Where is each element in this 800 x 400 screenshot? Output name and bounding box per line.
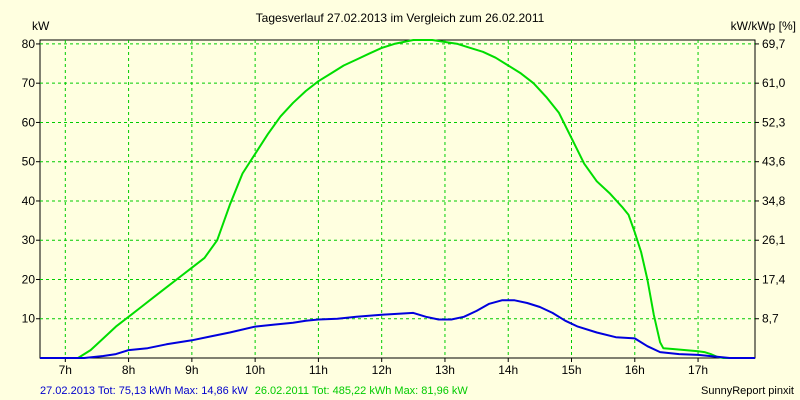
y-tick-label-right: 52,3 <box>762 115 786 129</box>
legend-green-series: 26.02.2011 Tot: 485,22 kWh Max: 81,96 kW <box>255 385 469 397</box>
y-tick-label-left: 80 <box>22 37 36 51</box>
x-tick-label: 16h <box>625 363 645 377</box>
y-tick-label-left: 60 <box>22 115 36 129</box>
y-axis-left-unit: kW <box>32 19 50 33</box>
x-tick-label: 13h <box>435 363 455 377</box>
grid <box>40 40 755 358</box>
legend-blue-series: 27.02.2013 Tot: 75,13 kWh Max: 14,86 kW <box>40 385 248 397</box>
x-tick-label: 14h <box>498 363 518 377</box>
y-tick-label-left: 20 <box>22 272 36 286</box>
y-tick-label-left: 30 <box>22 233 36 247</box>
y-tick-label-right: 61,0 <box>762 76 786 90</box>
x-tick-label: 10h <box>245 363 265 377</box>
x-tick-label: 17h <box>688 363 708 377</box>
y-tick-label-right: 43,6 <box>762 155 786 169</box>
y-axis-right-unit: kW/kWp [%] <box>731 19 796 33</box>
y-tick-label-right: 8,7 <box>762 312 779 326</box>
series-line-1 <box>40 39 755 359</box>
plot-area <box>39 39 756 359</box>
x-tick-label: 7h <box>59 363 72 377</box>
y-tick-label-right: 26,1 <box>762 233 786 247</box>
axis-ticks: 7h 8h 9h 10h 11h 12h 13h 14h 15h 16h 17h 10 8,7 20 17,… <box>22 37 786 377</box>
x-tick-label: 12h <box>372 363 392 377</box>
y-tick-label-left: 70 <box>22 76 36 90</box>
series-line-2 <box>40 299 755 359</box>
y-tick-label-left: 40 <box>22 194 36 208</box>
y-tick-label-right: 17,4 <box>762 272 786 286</box>
y-tick-label-left: 10 <box>22 312 36 326</box>
y-tick-label-left: 50 <box>22 155 36 169</box>
footer-credit: SunnyReport pinxit <box>701 385 794 397</box>
x-tick-label: 9h <box>185 363 198 377</box>
x-tick-label: 11h <box>309 363 328 377</box>
chart-title: Tagesverlauf 27.02.2013 im Vergleich zum… <box>256 11 545 25</box>
series-layer <box>40 39 755 359</box>
legend-footer: 27.02.2013 Tot: 75,13 kWh Max: 14,86 kW … <box>40 385 468 397</box>
x-tick-label: 15h <box>561 363 581 377</box>
y-tick-label-right: 34,8 <box>762 194 786 208</box>
y-tick-label-right: 69,7 <box>762 37 786 51</box>
x-tick-label: 8h <box>122 363 135 377</box>
